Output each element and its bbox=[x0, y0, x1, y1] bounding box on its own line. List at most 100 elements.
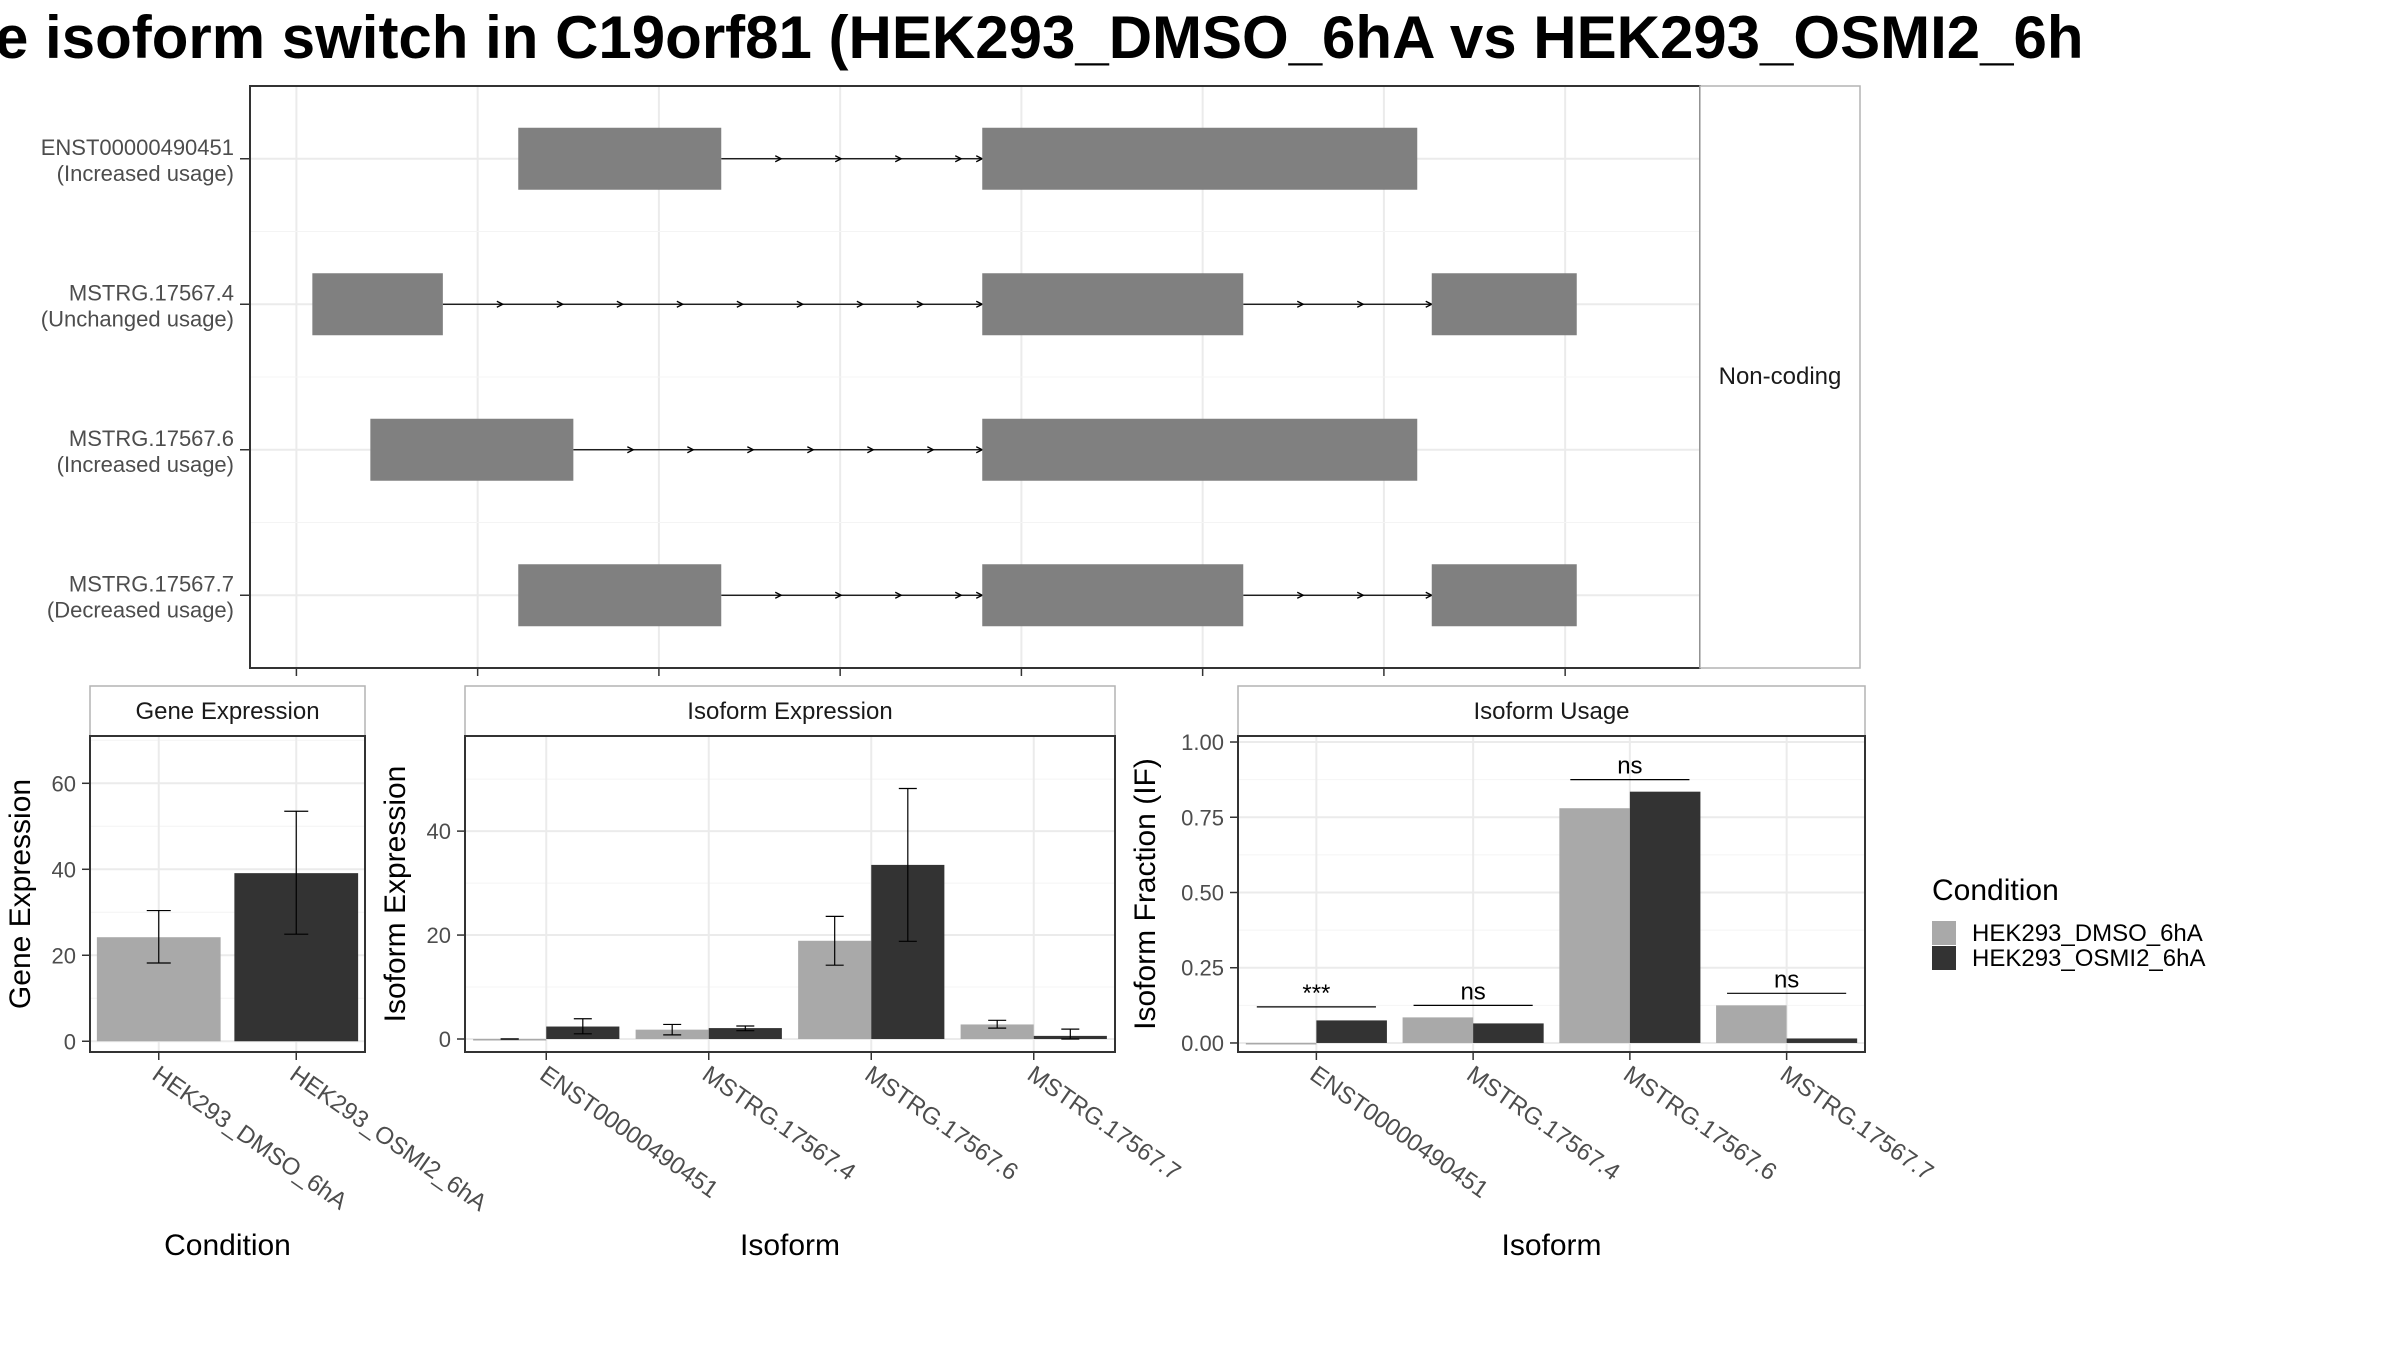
bar bbox=[1716, 1005, 1787, 1043]
y-axis-title: Gene Expression bbox=[4, 779, 37, 1009]
x-tick-label: ENST00000490451 bbox=[535, 1061, 723, 1204]
isoform-usage-panel: Isoform Usage *** ns ns ns 0.00 0.25 0.50 0.75 1.… bbox=[1129, 685, 1938, 1262]
facet-strip-label: Non-coding bbox=[1719, 363, 1842, 390]
intron-arrow-icon bbox=[894, 155, 903, 163]
intron-arrow-icon bbox=[1356, 591, 1365, 599]
significance-label: ns bbox=[1774, 966, 1799, 993]
intron-arrow-icon bbox=[1356, 300, 1365, 308]
panel-strip bbox=[464, 685, 1116, 737]
exon-block bbox=[1431, 564, 1577, 627]
isoform-expression-panel: Isoform Expression02040ENST00000490451MS… bbox=[379, 685, 1185, 1262]
intron-arrow-icon bbox=[807, 446, 815, 454]
legend-title: Condition bbox=[1932, 874, 2059, 907]
transcript-usage-label: (Increased usage) bbox=[57, 452, 234, 477]
y-tick-label: 40 bbox=[52, 857, 76, 882]
intron-arrow-icon bbox=[616, 300, 625, 308]
bar bbox=[1245, 1042, 1317, 1045]
intron-arrow-icon bbox=[867, 446, 875, 454]
bar bbox=[1559, 808, 1630, 1043]
intron-arrow-icon bbox=[834, 591, 843, 599]
exon-block bbox=[518, 564, 722, 627]
panel-strip-label: Isoform Expression bbox=[687, 698, 892, 725]
intron-arrow-icon bbox=[736, 300, 745, 308]
intron-arrow-icon bbox=[627, 446, 635, 454]
intron-arrow-icon bbox=[954, 155, 963, 163]
intron-arrow-icon bbox=[687, 446, 695, 454]
transcript-id-label: MSTRG.17567.7 bbox=[69, 571, 234, 596]
x-tick-label: MSTRG.17567.7 bbox=[1775, 1061, 1938, 1186]
intron-arrow-icon bbox=[774, 155, 783, 163]
legend-label: HEK293_DMSO_6hA bbox=[1972, 920, 2203, 947]
y-axis-title: Isoform Fraction (IF) bbox=[1129, 758, 1162, 1030]
x-axis-title: Isoform bbox=[1501, 1229, 1601, 1262]
intron-arrow-icon bbox=[556, 300, 565, 308]
transcript-usage-label: (Unchanged usage) bbox=[41, 306, 234, 331]
significance-label: ns bbox=[1617, 753, 1642, 780]
significance-label: ns bbox=[1460, 978, 1485, 1005]
bar bbox=[960, 1024, 1034, 1040]
panel-strip-label: Gene Expression bbox=[135, 698, 319, 725]
y-axis-title: Isoform Expression bbox=[379, 766, 412, 1023]
exon-block bbox=[1431, 273, 1577, 336]
intron-arrow-icon bbox=[927, 446, 935, 454]
x-tick-label: MSTRG.17567.4 bbox=[697, 1061, 860, 1186]
x-tick-label: MSTRG.17567.4 bbox=[1462, 1061, 1625, 1186]
transcript-usage-label: (Increased usage) bbox=[57, 161, 234, 186]
y-tick-label: 60 bbox=[52, 771, 76, 796]
y-tick-label: 0 bbox=[64, 1029, 76, 1054]
intron-arrow-icon bbox=[894, 591, 903, 599]
legend-swatch bbox=[1932, 921, 1956, 945]
intron-arrow-icon bbox=[796, 300, 805, 308]
bar bbox=[1629, 791, 1701, 1043]
x-tick-label: MSTRG.17567.6 bbox=[1618, 1061, 1781, 1186]
transcript-id-label: MSTRG.17567.6 bbox=[69, 426, 234, 451]
exon-block bbox=[982, 127, 1418, 190]
panel-strip bbox=[1237, 685, 1866, 737]
bar bbox=[1473, 1023, 1544, 1043]
transcript-structure-panel: ENST00000490451(Increased usage)MSTRG.17… bbox=[41, 85, 1861, 676]
x-tick-label: MSTRG.17567.7 bbox=[1022, 1061, 1185, 1186]
facet-strip bbox=[1699, 85, 1861, 669]
transcript-id-label: MSTRG.17567.4 bbox=[69, 280, 234, 305]
exon-block bbox=[982, 273, 1244, 336]
bar bbox=[1316, 1020, 1387, 1043]
y-tick-label: 0.75 bbox=[1181, 805, 1224, 830]
bar bbox=[708, 1028, 782, 1040]
intron-arrow-icon bbox=[747, 446, 755, 454]
y-tick-label: 40 bbox=[427, 819, 451, 844]
intron-arrow-icon bbox=[774, 591, 783, 599]
x-tick-label: MSTRG.17567.6 bbox=[860, 1061, 1023, 1186]
y-tick-label: 0.50 bbox=[1181, 880, 1224, 905]
transcript-id-label: ENST00000490451 bbox=[41, 135, 234, 160]
significance-label: *** bbox=[1302, 980, 1330, 1007]
y-tick-label: 20 bbox=[52, 943, 76, 968]
panel-border bbox=[464, 735, 1116, 1053]
exon-block bbox=[982, 418, 1418, 481]
transcript-usage-label: (Decreased usage) bbox=[47, 597, 234, 622]
intron-arrow-icon bbox=[1296, 300, 1305, 308]
y-tick-label: 1.00 bbox=[1181, 730, 1224, 755]
bar bbox=[1786, 1038, 1858, 1043]
panel-strip bbox=[89, 685, 366, 737]
intron-arrow-icon bbox=[856, 300, 865, 308]
bar bbox=[1402, 1017, 1474, 1043]
y-tick-label: 20 bbox=[427, 923, 451, 948]
x-axis-title: Isoform bbox=[740, 1229, 840, 1262]
gene-expression-panel: Gene Expression0204060HEK293_DMSO_6hAHEK… bbox=[4, 685, 492, 1262]
exon-block bbox=[982, 564, 1244, 627]
panel-strip-label: Isoform Usage bbox=[1473, 698, 1629, 725]
intron-arrow-icon bbox=[496, 300, 505, 308]
intron-arrow-icon bbox=[1296, 591, 1305, 599]
legend-swatch bbox=[1932, 946, 1956, 970]
y-tick-label: 0 bbox=[439, 1027, 451, 1052]
y-tick-label: 0.00 bbox=[1181, 1031, 1224, 1056]
figure-title: e isoform switch in C19orf81 (HEK293_DMS… bbox=[0, 4, 2084, 71]
exon-block bbox=[518, 127, 722, 190]
x-axis-title: Condition bbox=[164, 1229, 291, 1262]
intron-arrow-icon bbox=[834, 155, 843, 163]
panel-border bbox=[1237, 735, 1866, 1053]
panel-border bbox=[89, 735, 366, 1053]
legend-label: HEK293_OSMI2_6hA bbox=[1972, 945, 2205, 972]
